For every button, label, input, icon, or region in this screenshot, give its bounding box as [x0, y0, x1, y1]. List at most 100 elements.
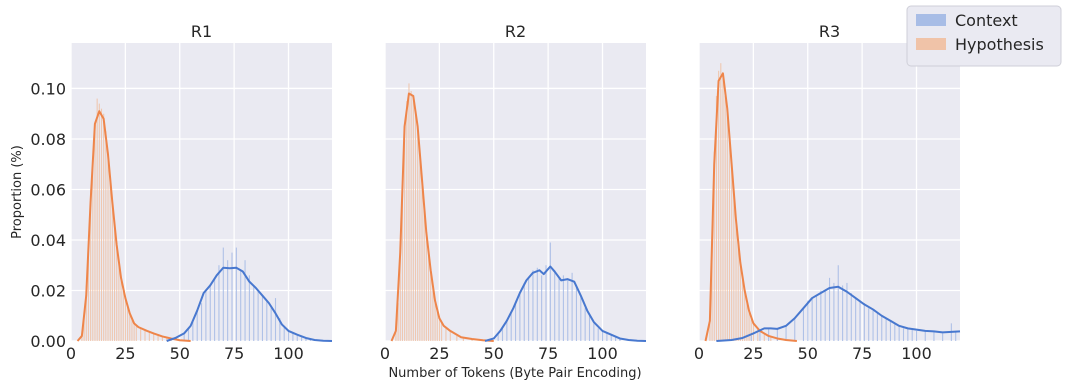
x-tick-label: 50 — [798, 344, 818, 363]
hist-bar-context — [859, 300, 861, 341]
hist-bar-context — [257, 290, 259, 341]
hist-bar-hypothesis — [713, 151, 715, 341]
hist-bar-hypothesis — [733, 194, 735, 341]
y-tick-label: 0.02 — [30, 281, 66, 300]
hist-bar-context — [288, 330, 290, 341]
hist-bar-context — [776, 328, 778, 341]
hist-bar-context — [907, 328, 909, 341]
hist-bar-hypothesis — [731, 164, 733, 341]
hist-bar-context — [554, 270, 556, 341]
y-tick-label: 0.06 — [30, 180, 66, 199]
hist-bar-hypothesis — [103, 113, 105, 342]
hist-bar-context — [187, 328, 190, 341]
hist-bar-context — [750, 335, 752, 341]
x-tick-label: 100 — [901, 344, 932, 363]
hist-bar-context — [768, 328, 770, 341]
hist-bar-context — [863, 303, 865, 341]
hist-bar-context — [824, 290, 826, 341]
hist-bar-context — [201, 303, 203, 341]
hist-bar-hypothesis — [114, 222, 116, 341]
x-axis-label: Number of Tokens (Byte Pair Encoding) — [388, 366, 641, 381]
hist-bar-context — [571, 272, 573, 341]
hist-bar-context — [894, 323, 896, 341]
hist-bar-context — [222, 247, 224, 341]
hist-bar-context — [196, 310, 198, 341]
x-tick-label: 25 — [429, 344, 449, 363]
hist-bar-hypothesis — [408, 83, 410, 342]
hist-bar-context — [876, 313, 878, 341]
x-tick-label: 0 — [694, 344, 704, 363]
hist-bar-context — [794, 318, 796, 341]
hist-bar-hypothesis — [135, 325, 137, 341]
hist-bar-context — [868, 308, 870, 341]
hist-bar-hypothesis — [85, 285, 87, 341]
hist-bar-hypothesis — [709, 315, 711, 341]
hist-bar-context — [846, 282, 848, 341]
hist-bar-context — [528, 277, 530, 341]
hist-bar-context — [885, 318, 887, 341]
hist-bar-hypothesis — [752, 323, 754, 341]
hist-bar-hypothesis — [118, 262, 120, 341]
hist-bar-context — [523, 282, 525, 341]
x-tick-label: 100 — [587, 344, 618, 363]
hist-bar-hypothesis — [116, 245, 118, 341]
hist-bar-hypothesis — [157, 334, 159, 341]
hist-bar-context — [292, 333, 294, 341]
hist-bar-hypothesis — [161, 335, 163, 341]
hist-bar-hypothesis — [417, 128, 419, 341]
hist-bar-context — [588, 315, 591, 341]
hist-bar-context — [296, 335, 298, 341]
hist-bar-context — [231, 252, 233, 341]
hist-bar-context — [510, 313, 512, 341]
hist-bar-context — [584, 308, 586, 341]
hist-bar-context — [515, 303, 517, 341]
hist-bar-hypothesis — [105, 131, 107, 341]
hist-bar-context — [261, 295, 263, 341]
hist-bar-context — [602, 330, 604, 341]
hist-bar-hypothesis — [434, 300, 436, 341]
hist-bar-hypothesis — [441, 323, 443, 341]
hist-bar-context — [881, 315, 883, 341]
hist-bar-hypothesis — [412, 98, 414, 341]
y-tick-label: 0.00 — [30, 332, 66, 351]
hist-bar-context — [227, 260, 229, 341]
hist-bar-context — [916, 330, 918, 341]
hist-bar-context — [541, 275, 543, 341]
hist-bar-context — [580, 295, 582, 341]
hist-bar-hypothesis — [425, 232, 427, 341]
hist-bar-hypothesis — [131, 318, 133, 341]
x-tick-label: 0 — [66, 344, 76, 363]
hist-bar-hypothesis — [404, 138, 406, 341]
hist-bar-hypothesis — [748, 310, 750, 341]
hist-bar-context — [305, 338, 307, 341]
hist-bar-context — [833, 282, 835, 341]
legend-label-context: Context — [955, 11, 1018, 30]
hist-bar-hypothesis — [419, 154, 421, 341]
hist-bar-context — [889, 320, 891, 341]
hist-bar-hypothesis — [720, 63, 722, 341]
hist-bar-hypothesis — [770, 335, 772, 341]
hist-bar-hypothesis — [127, 305, 129, 341]
kde-line-hypothesis — [390, 92, 494, 342]
hist-bar-hypothesis — [432, 285, 434, 341]
hist-bar-hypothesis — [401, 189, 403, 341]
hist-bar-hypothesis — [421, 179, 423, 341]
hist-bar-context — [898, 325, 900, 341]
legend-label-hypothesis: Hypothesis — [955, 35, 1044, 54]
hist-bar-hypothesis — [96, 98, 98, 341]
legend-swatch-hypothesis — [916, 38, 946, 50]
hist-bar-context — [532, 270, 534, 341]
kde-line-hypothesis — [76, 110, 191, 342]
hist-bar-context — [549, 242, 551, 341]
x-tick-label: 25 — [115, 344, 135, 363]
hist-bar-context — [192, 320, 194, 341]
hist-bar-context — [820, 290, 822, 341]
hist-bar-hypothesis — [109, 179, 111, 341]
hist-bar-hypothesis — [122, 287, 124, 341]
hist-bar-hypothesis — [430, 270, 432, 341]
hist-bar-context — [785, 325, 787, 341]
hist-bar-hypothesis — [414, 111, 417, 342]
hist-bar-context — [829, 277, 831, 341]
